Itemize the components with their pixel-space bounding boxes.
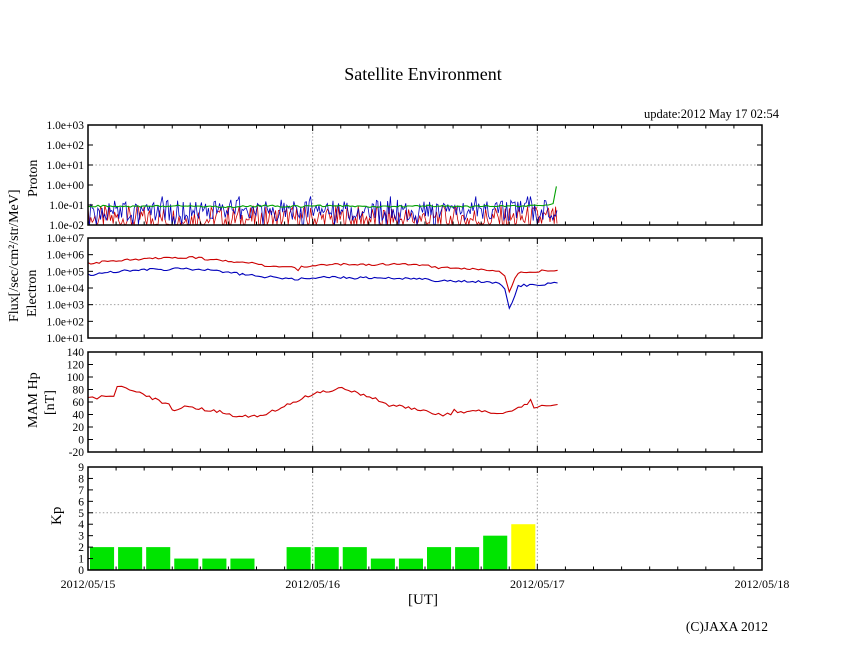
- kp-bar: [202, 558, 227, 570]
- x-date-label: 2012/05/17: [510, 577, 565, 591]
- proton-ytick-label: 1.0e+03: [47, 120, 85, 132]
- kp-bar: [174, 558, 199, 570]
- mam-ytick-label: 40: [73, 410, 85, 422]
- kp-ytick-label: 2: [78, 542, 84, 554]
- kp-bar: [427, 547, 452, 570]
- page-title: Satellite Environment: [344, 64, 502, 84]
- mam-ytick-label: 80: [73, 385, 85, 397]
- electron-ytick-label: 1.0e+01: [47, 333, 85, 345]
- proton-ytick-label: 1.0e+01: [47, 160, 85, 172]
- mam-ytick-label: 60: [73, 397, 85, 409]
- electron-panel: 1.0e+07 1.0e+06 1.0e+05 1.0e+04 1.0e+03 1.0e+…: [47, 233, 763, 345]
- mam-ytick-label: 20: [73, 422, 85, 434]
- proton-flux-red-series: [87, 204, 558, 227]
- kp-bar: [314, 547, 339, 570]
- kp-bar: [483, 535, 508, 570]
- kp-bar: [90, 547, 115, 570]
- electron-ytick-label: 1.0e+06: [47, 250, 85, 262]
- x-date-label: 2012/05/18: [735, 577, 790, 591]
- kp-ytick-label: 4: [78, 519, 84, 531]
- kp-ytick-label: 1: [78, 554, 84, 566]
- mam-ytick-label: 100: [67, 372, 85, 384]
- kp-bar: [146, 547, 171, 570]
- x-axis-title: [UT]: [408, 592, 438, 608]
- kp-bar: [118, 547, 143, 570]
- x-date-label: 2012/05/15: [61, 577, 116, 591]
- kp-bar: [370, 558, 395, 570]
- kp-ytick-label: 5: [78, 508, 84, 520]
- electron-flux-red-series: [87, 256, 558, 294]
- proton-ytick-label: 1.0e-01: [49, 200, 84, 212]
- mam-ytick-label: 120: [67, 360, 85, 372]
- kp-ytick-label: 3: [78, 531, 84, 543]
- x-date-label: 2012/05/16: [285, 577, 340, 591]
- kp-ytick-label: 9: [78, 462, 84, 474]
- mam-hp-red-series: [87, 385, 558, 418]
- copyright-notice: (C)JAXA 2012: [685, 619, 768, 634]
- kp-ytick-label: 6: [78, 496, 84, 508]
- electron-ytick-label: 1.0e+03: [47, 300, 85, 312]
- proton-ytick-label: 1.0e+00: [47, 180, 85, 192]
- proton-flux-green-series: [87, 186, 557, 209]
- panel-frame: [87, 351, 763, 453]
- mam-ytick-label: 140: [67, 347, 85, 359]
- electron-ytick-label: 1.0e+04: [47, 283, 85, 295]
- kp-bar: [455, 547, 480, 570]
- kp-bar: [511, 524, 536, 570]
- kp-bar: [342, 547, 367, 570]
- kp-bar: [230, 558, 255, 570]
- kp-bar: [398, 558, 423, 570]
- electron-ytick-label: 1.0e+07: [47, 233, 85, 245]
- electron-ytick-label: 1.0e+05: [47, 266, 85, 278]
- proton-ytick-label: 1.0e-02: [49, 220, 84, 232]
- proton-panel: 1.0e+03 1.0e+02 1.0e+01 1.0e+00 1.0e-01 1.0e-…: [47, 120, 763, 232]
- panel-frame: [87, 237, 763, 339]
- mam-ytick-label: 0: [78, 435, 84, 447]
- electron-ytick-label: 1.0e+02: [47, 316, 85, 328]
- proton-flux-blue-series: [87, 196, 558, 226]
- mam-ytick-label: -20: [69, 447, 85, 459]
- panel-frame: [87, 466, 763, 571]
- electron-flux-blue-series: [87, 267, 558, 310]
- kp-ytick-label: 0: [78, 565, 84, 577]
- proton-ytick-label: 1.0e+02: [47, 140, 85, 152]
- kp-ytick-label: 8: [78, 473, 84, 485]
- kp-ytick-label: 7: [78, 485, 84, 497]
- update-timestamp: update:2012 May 17 02:54: [643, 107, 779, 121]
- kp-bar: [286, 547, 311, 570]
